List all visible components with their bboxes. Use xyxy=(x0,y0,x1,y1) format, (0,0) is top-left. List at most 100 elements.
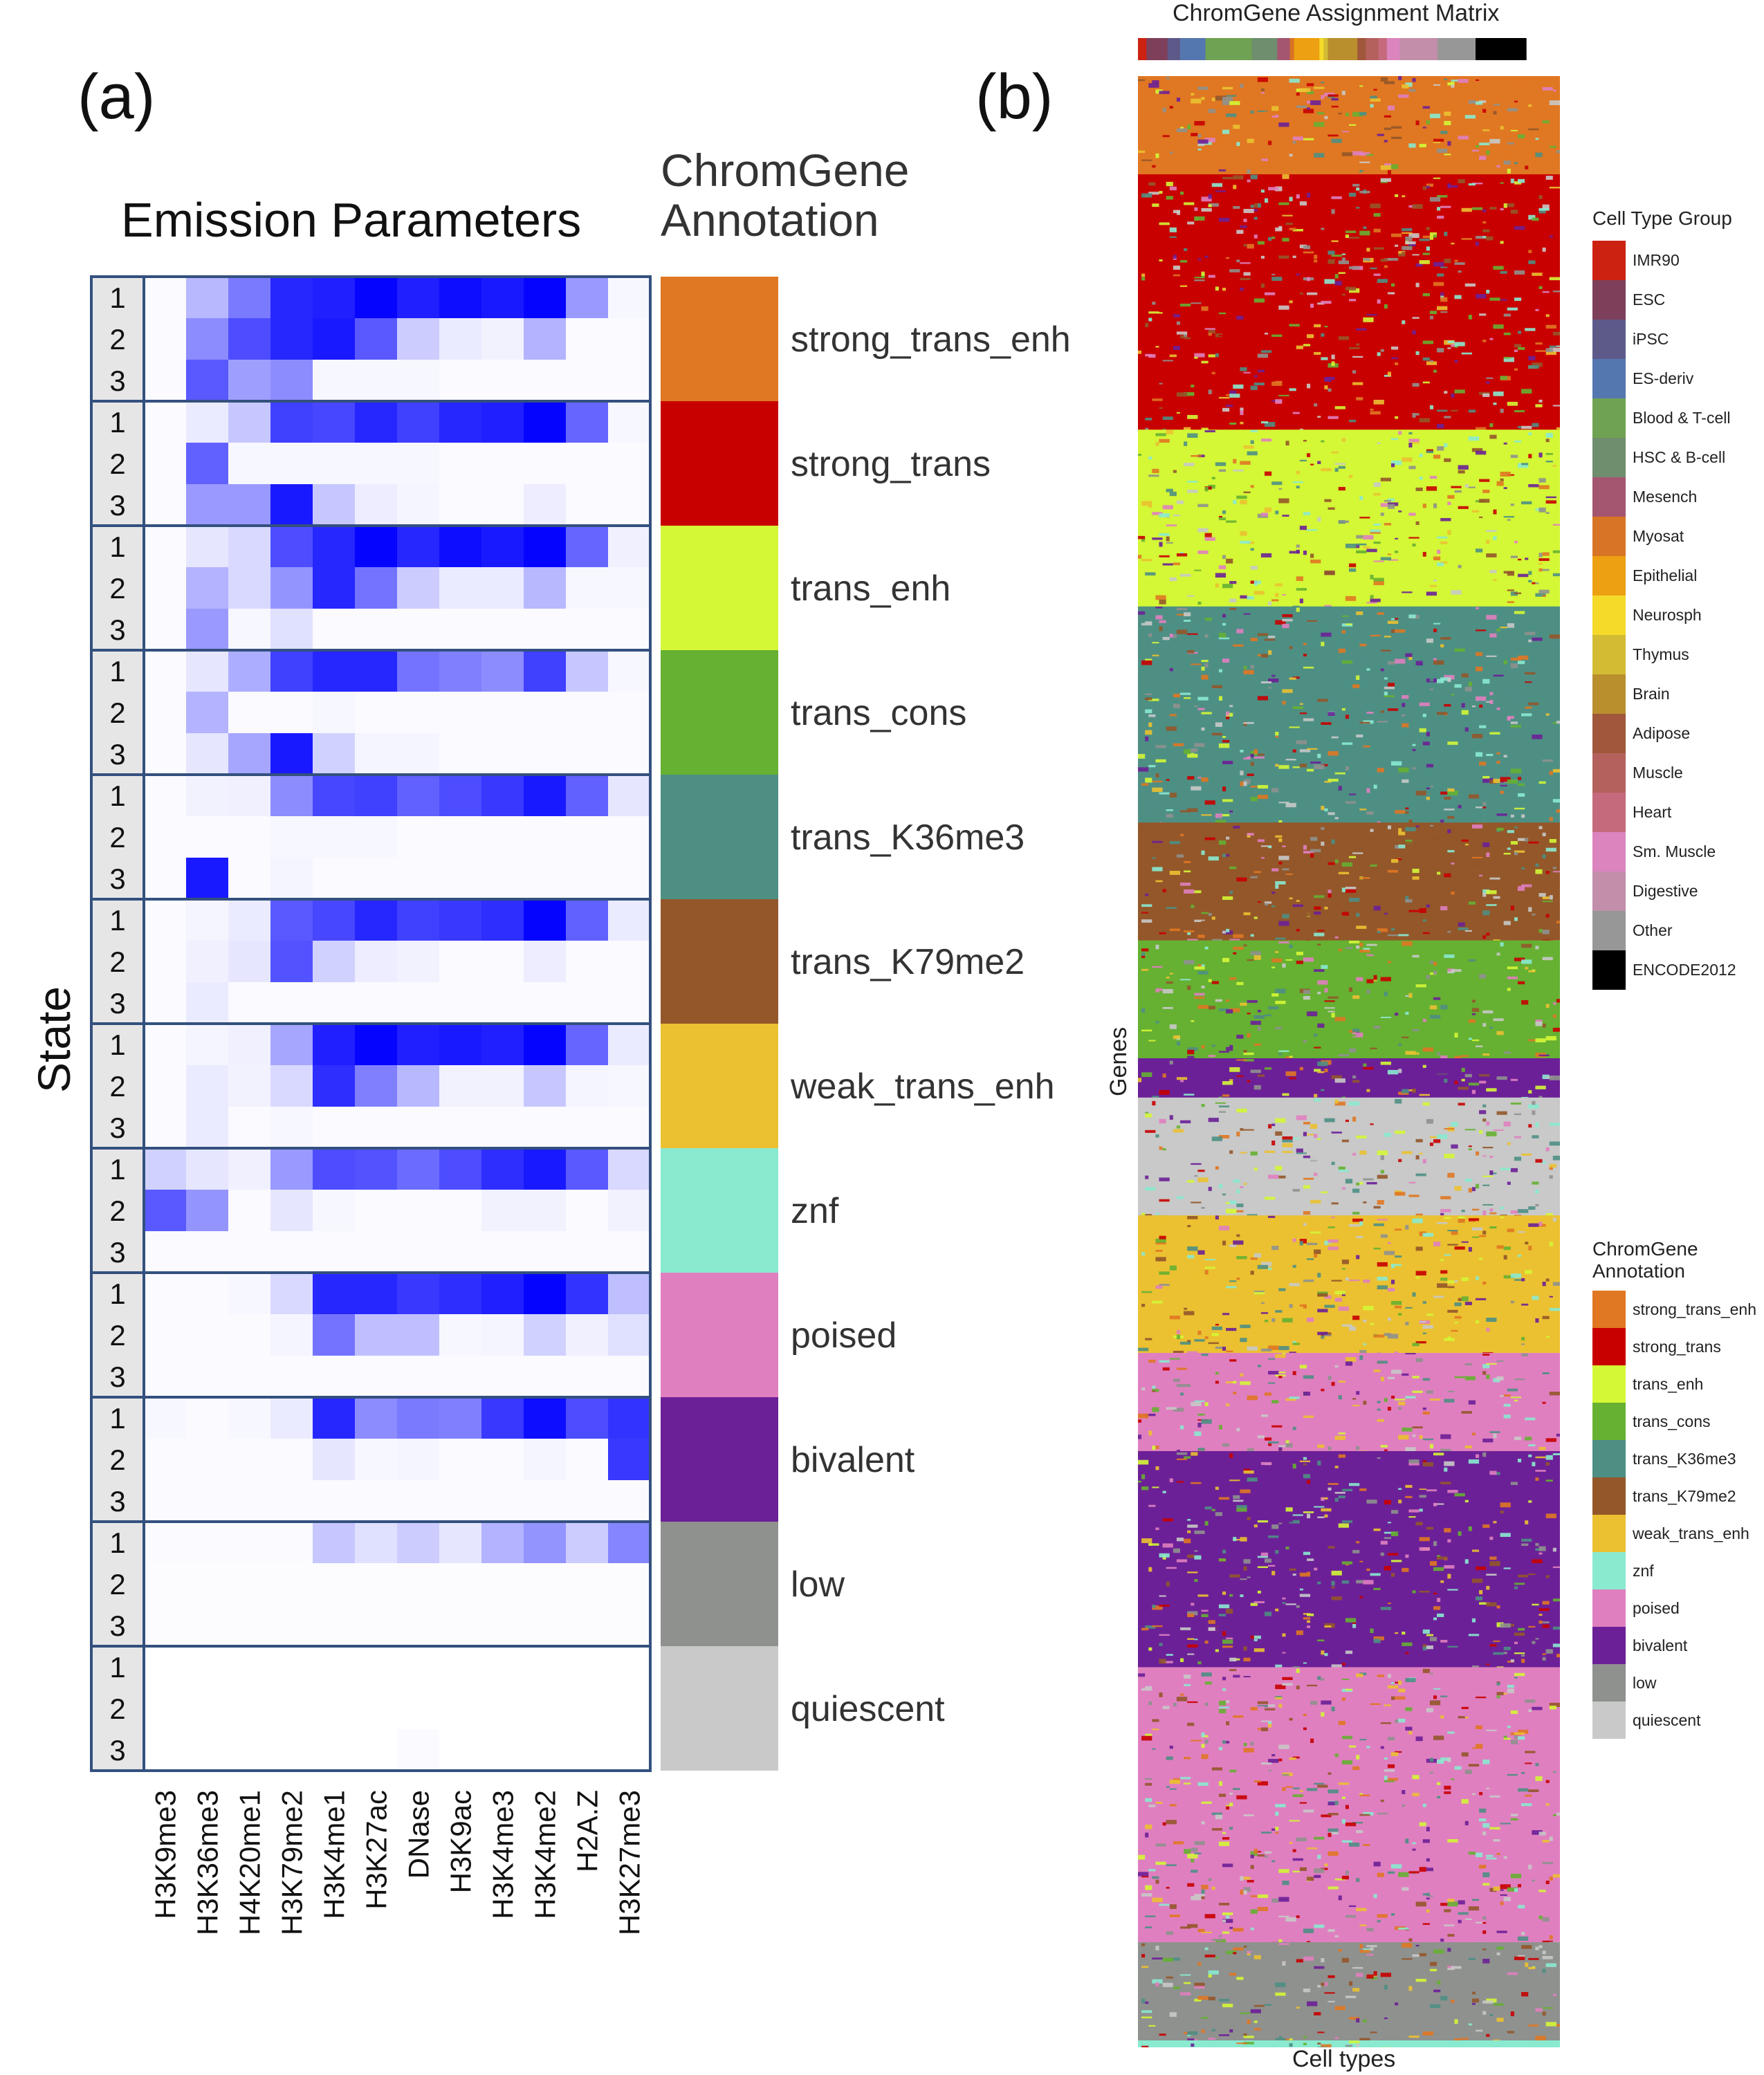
matrix-speckle xyxy=(1545,1649,1553,1654)
matrix-speckle xyxy=(1507,601,1514,603)
matrix-speckle xyxy=(1247,1033,1251,1038)
matrix-speckle xyxy=(1345,1995,1357,1998)
matrix-speckle xyxy=(1518,463,1529,468)
matrix-speckle xyxy=(1451,694,1455,696)
matrix-speckle xyxy=(1402,723,1409,728)
matrix-speckle xyxy=(1419,1435,1423,1439)
matrix-speckle xyxy=(1440,1448,1451,1454)
matrix-speckle xyxy=(1218,565,1226,569)
matrix-speckle xyxy=(1253,2004,1265,2007)
matrix-speckle xyxy=(1152,302,1156,305)
matrix-speckle xyxy=(1145,517,1152,520)
matrix-speckle xyxy=(1352,1080,1360,1083)
matrix-speckle xyxy=(1247,1858,1251,1861)
cell-type-group-bar xyxy=(1378,38,1388,60)
matrix-speckle xyxy=(1521,425,1532,430)
matrix-speckle xyxy=(1402,246,1413,250)
matrix-speckle xyxy=(1415,1978,1426,1982)
matrix-speckle xyxy=(1236,1108,1247,1113)
matrix-speckle xyxy=(1310,837,1318,841)
matrix-speckle xyxy=(1482,209,1487,212)
matrix-speckle xyxy=(1461,1296,1469,1302)
matrix-speckle xyxy=(1257,1705,1269,1708)
matrix-speckle xyxy=(1307,1625,1311,1628)
emission-cell xyxy=(481,277,524,319)
matrix-speckle xyxy=(1285,759,1296,761)
matrix-speckle xyxy=(1542,1624,1550,1628)
emission-cell xyxy=(144,899,187,941)
matrix-speckle xyxy=(1479,1865,1487,1869)
matrix-speckle xyxy=(1440,1208,1451,1212)
matrix-speckle xyxy=(1299,459,1307,462)
legend-swatch xyxy=(1592,517,1626,556)
matrix-speckle xyxy=(1162,1518,1173,1522)
matrix-speckle xyxy=(1429,1968,1437,1972)
matrix-speckle xyxy=(1426,732,1430,737)
matrix-speckle xyxy=(1402,1036,1409,1038)
matrix-speckle xyxy=(1384,1559,1395,1564)
matrix-speckle xyxy=(1141,1370,1149,1376)
matrix-speckle xyxy=(1476,145,1480,148)
matrix-speckle xyxy=(1345,714,1349,719)
matrix-speckle xyxy=(1141,952,1146,957)
matrix-speckle xyxy=(1229,1079,1233,1082)
matrix-speckle xyxy=(1321,965,1328,969)
matrix-speckle xyxy=(1145,709,1152,714)
matrix-speckle xyxy=(1542,290,1550,293)
matrix-speckle xyxy=(1222,1591,1226,1595)
matrix-speckle xyxy=(1268,1704,1276,1707)
emission-cell xyxy=(608,277,651,319)
matrix-speckle xyxy=(1236,1507,1247,1512)
matrix-speckle xyxy=(1176,321,1180,325)
matrix-speckle xyxy=(1482,1204,1494,1206)
matrix-speckle xyxy=(1359,643,1367,647)
matrix-speckle xyxy=(1155,346,1159,348)
matrix-speckle xyxy=(1556,1654,1560,1658)
matrix-speckle xyxy=(1184,1307,1188,1310)
matrix-speckle xyxy=(1334,1298,1342,1302)
matrix-speckle xyxy=(1275,2038,1286,2040)
matrix-speckle xyxy=(1275,1310,1283,1313)
matrix-speckle xyxy=(1321,142,1325,145)
matrix-speckle xyxy=(1468,2023,1472,2026)
matrix-speckle xyxy=(1289,1717,1293,1721)
matrix-speckle xyxy=(1247,756,1251,760)
matrix-speckle xyxy=(1257,544,1261,547)
matrix-speckle xyxy=(1247,138,1254,143)
emission-cell xyxy=(313,775,356,817)
matrix-speckle xyxy=(1250,1020,1261,1025)
emission-cell xyxy=(481,1356,524,1398)
matrix-speckle xyxy=(1419,1320,1426,1323)
matrix-speckle xyxy=(1331,1217,1335,1219)
matrix-speckle xyxy=(1197,971,1209,975)
matrix-speckle xyxy=(1447,347,1451,349)
matrix-speckle xyxy=(1201,2016,1209,2019)
matrix-speckle xyxy=(1226,558,1233,564)
matrix-speckle xyxy=(1507,1684,1514,1688)
matrix-speckle xyxy=(1155,1861,1166,1865)
matrix-speckle xyxy=(1303,1598,1307,1603)
emission-cell xyxy=(481,1065,524,1107)
matrix-speckle xyxy=(1341,862,1353,867)
matrix-speckle xyxy=(1402,1642,1413,1646)
matrix-speckle xyxy=(1476,2029,1483,2032)
matrix-speckle xyxy=(1380,1017,1391,1019)
matrix-speckle xyxy=(1155,433,1166,436)
matrix-speckle xyxy=(1429,688,1433,691)
emission-cell xyxy=(481,1646,524,1688)
matrix-speckle xyxy=(1296,952,1303,956)
legend-label: Adipose xyxy=(1633,724,1691,742)
matrix-speckle xyxy=(1201,666,1205,671)
matrix-speckle xyxy=(1454,1766,1462,1770)
emission-cell xyxy=(313,609,356,651)
matrix-speckle xyxy=(1243,2042,1254,2045)
matrix-speckle xyxy=(1338,1381,1345,1383)
matrix-speckle xyxy=(1549,1175,1553,1179)
emission-cell xyxy=(313,443,356,485)
matrix-speckle xyxy=(1352,382,1363,385)
matrix-speckle xyxy=(1260,89,1265,91)
matrix-speckle xyxy=(1510,1659,1514,1663)
matrix-speckle xyxy=(1303,957,1314,962)
matrix-speckle xyxy=(1303,245,1311,250)
matrix-speckle xyxy=(1289,1758,1296,1760)
